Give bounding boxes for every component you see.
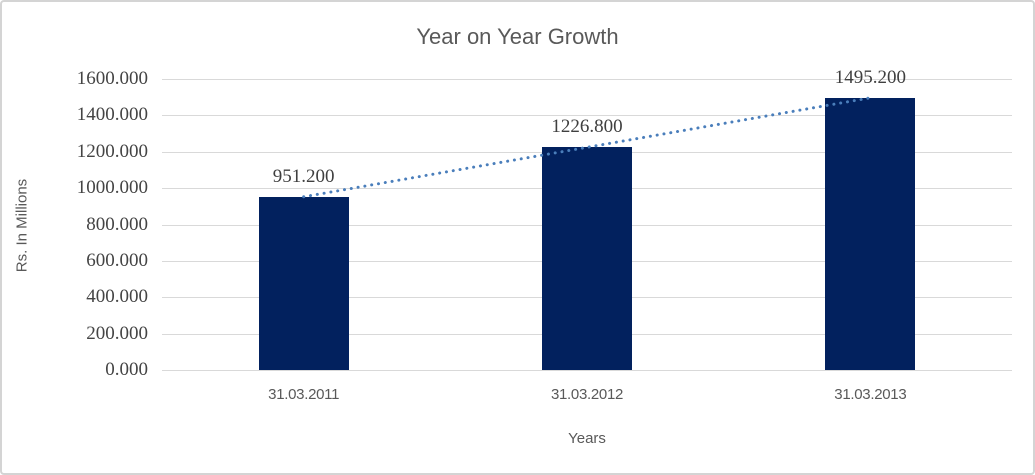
y-tick-label: 1000.000 bbox=[76, 177, 148, 199]
bar-31.03.2013 bbox=[825, 98, 916, 370]
x-axis-title: Years bbox=[568, 430, 606, 447]
data-label: 1495.200 bbox=[834, 67, 906, 89]
plot-area: 951.200 1226.800 1495.200 bbox=[162, 67, 1012, 371]
x-tick-label: 31.03.2012 bbox=[550, 386, 624, 403]
gridline bbox=[162, 79, 1012, 80]
y-tick-label: 200.000 bbox=[86, 322, 148, 344]
y-tick-label: 400.000 bbox=[86, 286, 148, 308]
y-tick-label: 1600.000 bbox=[76, 68, 148, 89]
y-tick-label: 0.000 bbox=[105, 359, 148, 380]
data-label: 1226.800 bbox=[551, 115, 623, 137]
bar-31.03.2012 bbox=[542, 146, 632, 370]
y-tick-label: 1400.000 bbox=[76, 104, 148, 126]
y-tick-label: 800.000 bbox=[86, 213, 148, 235]
x-tick-label: 31.03.2011 bbox=[268, 386, 340, 403]
x-axis-labels: 31.03.2011 31.03.2012 31.03.2013 bbox=[162, 386, 1012, 408]
bar-31.03.2011 bbox=[258, 197, 349, 370]
x-axis-line bbox=[162, 370, 1012, 371]
data-label: 951.200 bbox=[272, 166, 335, 188]
y-tick-label: 1200.000 bbox=[76, 140, 148, 162]
chart-title: Year on Year Growth bbox=[416, 24, 619, 49]
x-tick-label: 31.03.2013 bbox=[834, 386, 907, 403]
y-axis-labels: 0.000 200.000 400.000 600.000 800.000 1000.00… bbox=[2, 68, 148, 380]
y-tick-label: 600.000 bbox=[86, 249, 148, 271]
